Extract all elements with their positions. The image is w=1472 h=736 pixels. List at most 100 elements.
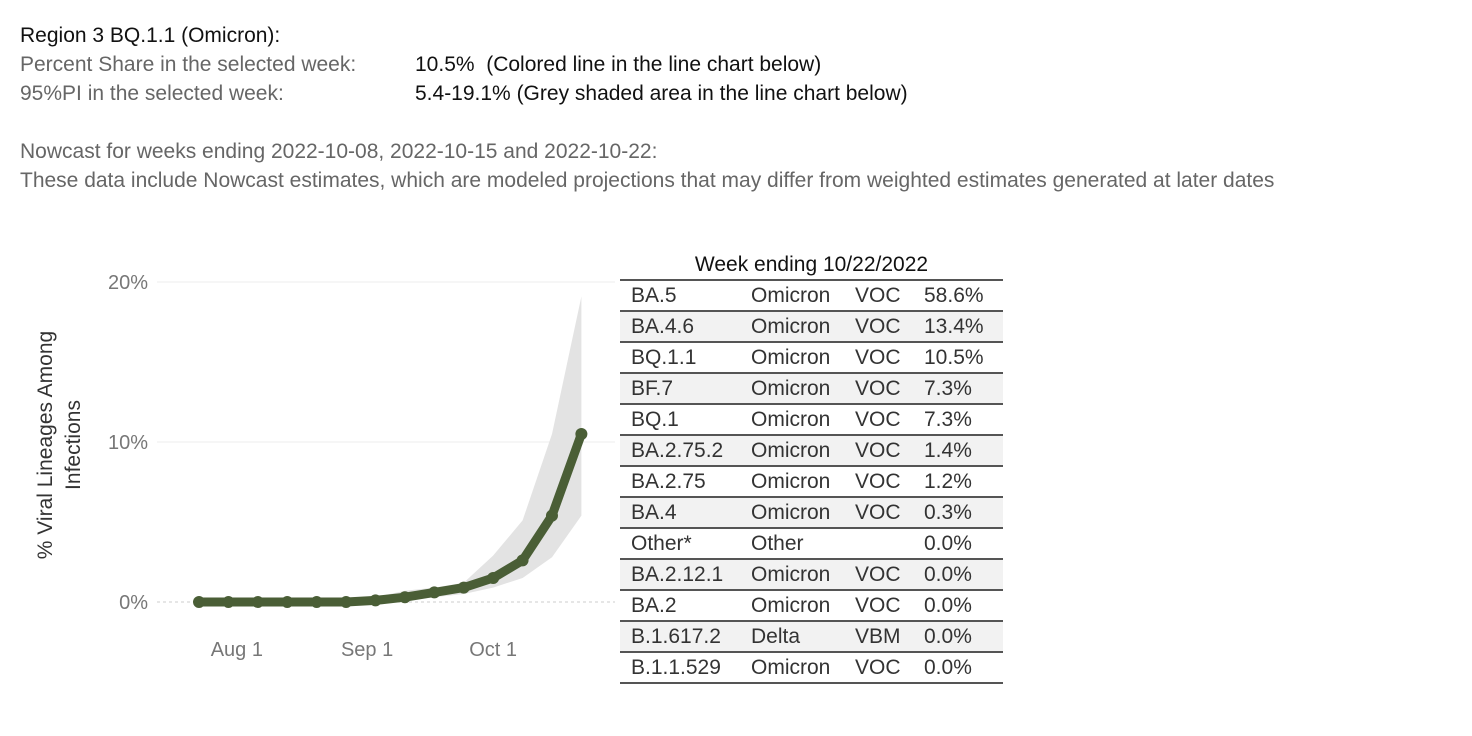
share-cell: 13.4% [924,315,984,338]
x-tick-label: Sep 1 [341,639,393,661]
lineage-cell: BA.2.75 [631,470,706,493]
lineage-cell: B.1.617.2 [631,625,721,648]
table-row[interactable]: Other* Other 0.0% [620,529,1003,560]
share-value: 10.5% (Colored line in the line chart be… [415,53,822,76]
pi-label: 95%PI in the selected week: [20,82,284,105]
share-row: Percent Share in the selected week: 10.5… [20,50,821,79]
data-point [251,596,264,608]
who-label-cell: Omicron [751,439,831,462]
lineage-cell: BA.4 [631,501,677,524]
data-point [310,596,323,608]
type-cell: VOC [855,501,901,524]
table-row[interactable]: BA.2.75 Omicron VOC 1.2% [620,467,1003,498]
type-cell: VOC [855,408,901,431]
table-row[interactable]: BA.4.6 Omicron VOC 13.4% [620,312,1003,343]
table-row[interactable]: BA.2.75.2 Omicron VOC 1.4% [620,436,1003,467]
who-label-cell: Delta [751,625,801,648]
share-cell: 0.0% [924,563,972,586]
x-tick-label: Aug 1 [211,639,263,661]
data-point [398,591,411,604]
table-row[interactable]: B.1.617.2 Delta VBM 0.0% [620,622,1003,653]
data-point [487,572,500,584]
type-cell: VOC [855,315,901,338]
info-block: Region 3 BQ.1.1 (Omicron): Percent Share… [20,21,908,108]
who-label-cell: Omicron [751,346,831,369]
type-cell: VOC [855,439,901,462]
type-cell: VBM [855,625,901,648]
y-axis-title: % Viral Lineages Among Infections [34,331,85,559]
data-point [193,596,206,608]
share-cell: 0.0% [924,532,972,555]
table-title: Week ending 10/22/2022 [620,251,1003,281]
table-row[interactable]: BA.2 Omicron VOC 0.0% [620,591,1003,622]
type-cell: VOC [855,563,901,586]
who-label-cell: Omicron [751,408,831,431]
lineage-cell: B.1.1.529 [631,656,721,679]
share-cell: 7.3% [924,408,972,431]
who-label-cell: Omicron [751,315,831,338]
table-body: BA.5 Omicron VOC 58.6% BA.4.6 Omicron VOC 13.4%… [620,281,1003,684]
data-point [457,581,470,594]
table-row[interactable]: BA.2.12.1 Omicron VOC 0.0% [620,560,1003,591]
data-point [340,596,353,608]
table-row[interactable]: BQ.1 Omicron VOC 7.3% [620,405,1003,436]
table-row[interactable]: BA.4 Omicron VOC 0.3% [620,498,1003,529]
lineage-cell: BA.2 [631,594,677,617]
type-cell: VOC [855,656,901,679]
data-point [369,594,382,607]
variant-title: Region 3 BQ.1.1 (Omicron): [20,24,281,47]
type-cell: VOC [855,594,901,617]
share-cell: 0.0% [924,656,972,679]
type-cell: VOC [855,346,901,369]
lineage-cell: BA.4.6 [631,315,695,338]
share-cell: 1.4% [924,439,972,462]
share-cell: 0.3% [924,501,972,524]
who-label-cell: Omicron [751,563,831,586]
table-row[interactable]: BQ.1.1 Omicron VOC 10.5% [620,343,1003,374]
share-cell: 10.5% [924,346,984,369]
y-axis-title-line: % Viral Lineages Among [34,331,57,559]
share-cell: 0.0% [924,594,972,617]
share-cell: 58.6% [924,284,984,307]
share-label: Percent Share in the selected week: [20,53,357,76]
who-label-cell: Omicron [751,284,831,307]
x-tick-label: Oct 1 [469,639,517,661]
line-chart: 0% 10% 20% Aug 1 Sep 1 Oct 1 % Viral Lineages … [34,272,615,661]
who-label-cell: Omicron [751,594,831,617]
share-cell: 0.0% [924,625,972,648]
data-point [428,586,441,599]
data-point [575,428,588,440]
y-tick-label: 10% [108,432,148,454]
data-point [281,596,294,608]
type-cell: VOC [855,470,901,493]
pi-row: 95%PI in the selected week: 5.4-19.1% (G… [20,79,908,108]
nowcast-weeks: Nowcast for weeks ending 2022-10-08, 202… [20,140,658,163]
data-point [516,554,529,567]
table-row[interactable]: B.1.1.529 Omicron VOC 0.0% [620,653,1003,684]
y-tick-label: 20% [108,272,148,294]
who-label-cell: Other [751,532,804,555]
data-point [222,596,235,608]
who-label-cell: Omicron [751,470,831,493]
table-row[interactable]: BF.7 Omicron VOC 7.3% [620,374,1003,405]
lineage-cell: BF.7 [631,377,674,400]
lineage-cell: BQ.1 [631,408,679,431]
type-cell: VOC [855,284,901,307]
table-row[interactable]: BA.5 Omicron VOC 58.6% [620,281,1003,312]
share-cell: 1.2% [924,470,972,493]
who-label-cell: Omicron [751,501,831,524]
lineage-cell: BA.2.12.1 [631,563,724,586]
nowcast-disclaimer: These data include Nowcast estimates, wh… [20,169,1275,192]
who-label-cell: Omicron [751,656,831,679]
lineage-cell: BQ.1.1 [631,346,697,369]
share-cell: 7.3% [924,377,972,400]
type-cell: VOC [855,377,901,400]
lineage-cell: BA.5 [631,284,677,307]
data-point [545,509,558,522]
y-axis-title-line: Infections [62,400,85,490]
who-label-cell: Omicron [751,377,831,400]
lineage-table: Week ending 10/22/2022 BA.5 Omicron VOC 58.… [620,251,1003,684]
pi-value: 5.4-19.1% (Grey shaded area in the line … [415,82,908,105]
y-tick-label: 0% [119,592,148,614]
lineage-cell: BA.2.75.2 [631,439,724,462]
